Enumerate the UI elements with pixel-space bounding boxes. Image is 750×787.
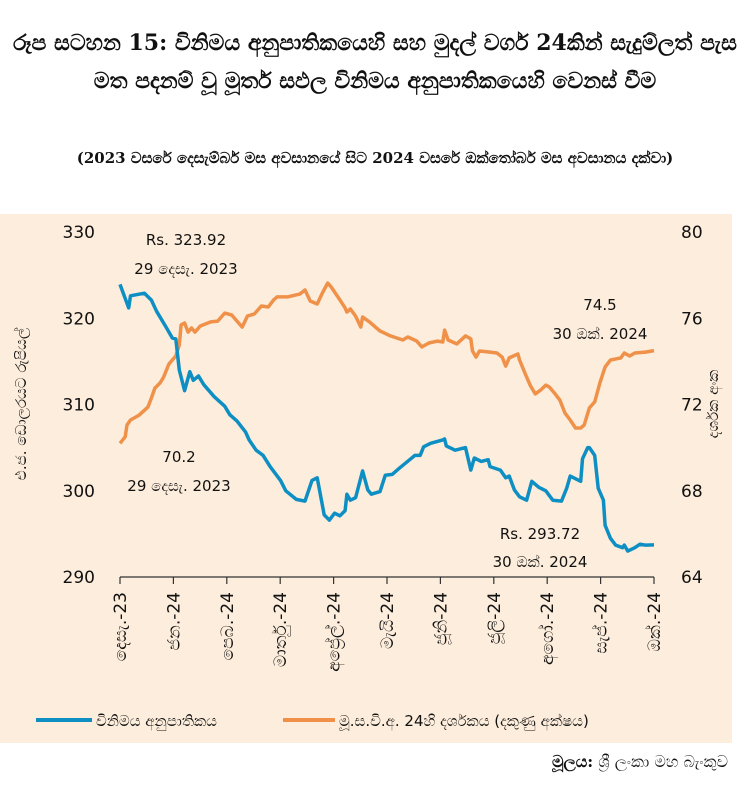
x-tick-label: මාර්තු.-24 bbox=[271, 592, 291, 667]
y-left-tick-label: 290 bbox=[63, 568, 95, 588]
annotation-end-index-date: 30 ඔක්. 2024 bbox=[553, 325, 648, 343]
annotation-start-index-value: 70.2 bbox=[162, 448, 195, 466]
x-tick-label: ජූලි-24 bbox=[485, 592, 505, 644]
annotation-end-index-value: 74.5 bbox=[583, 296, 616, 314]
y-left-axis-label: එ.ජ. ඩොලරයට රුපියල් bbox=[12, 327, 30, 480]
annotation-end-rate-date: 30 ඔක්. 2024 bbox=[493, 553, 588, 571]
source-label: මූලය: bbox=[551, 752, 594, 771]
y-left-tick-label: 320 bbox=[63, 309, 95, 329]
y-right-tick-label: 64 bbox=[681, 568, 703, 588]
annotation-end-rate-value: Rs. 293.72 bbox=[500, 525, 580, 543]
series-line-exchange-rate bbox=[118, 283, 655, 553]
x-tick-label: ජූනි-24 bbox=[431, 592, 451, 645]
x-tick-label: අප්‍රේල්.-24 bbox=[324, 592, 345, 672]
source-text: ශ්‍රී ලංකා මහ බැංකුව bbox=[598, 752, 728, 771]
x-tick-label: දෙසැ.-23 bbox=[111, 592, 131, 661]
y-right-tick-label: 68 bbox=[681, 482, 703, 502]
source-note: මූලය: ශ්‍රී ලංකා මහ බැංකුව bbox=[552, 752, 728, 772]
chart-title: රූප සටහන 15: විනිමය අනුපාතිකයෙහි සහ මුදල… bbox=[13, 30, 737, 94]
annotation-start-rate-date: 29 දෙසැ. 2023 bbox=[134, 260, 237, 278]
chart-subtitle: (2023 වසරේ දෙසැම්බර් මස අවසානයේ සිට 2024… bbox=[76, 149, 674, 167]
x-tick-label: මැයි-24 bbox=[378, 592, 398, 649]
y-right-tick-label: 80 bbox=[681, 223, 703, 243]
legend-label-exchange-rate: විනිමය අනුපාතිකය bbox=[96, 712, 217, 731]
y-left-tick-label: 310 bbox=[63, 396, 95, 416]
x-tick-label: සැප්.-24 bbox=[591, 592, 611, 654]
legend-label-reer-index: මූ.ස.වි.අ. 24හි දර්ශකය (දකුණු අක්ෂය) bbox=[339, 712, 589, 731]
series-line-reer-index bbox=[118, 281, 655, 445]
annotation-start-index-date: 29 දෙසැ. 2023 bbox=[127, 477, 230, 495]
y-right-tick-label: 76 bbox=[681, 309, 703, 329]
y-left-tick-label: 300 bbox=[63, 482, 95, 502]
annotation-start-rate-value: Rs. 323.92 bbox=[146, 231, 226, 249]
x-tick-label: ජන.-24 bbox=[164, 592, 184, 650]
x-tick-label: පෙබ.-24 bbox=[218, 592, 238, 660]
y-left-tick-label: 330 bbox=[63, 223, 95, 243]
x-tick-label: ඔක්.-24 bbox=[645, 592, 665, 652]
y-right-tick-label: 72 bbox=[681, 396, 703, 416]
x-tick-label: අගෝ.-24 bbox=[538, 592, 559, 665]
y-right-axis-label: දර්ශක අංක bbox=[704, 370, 723, 439]
